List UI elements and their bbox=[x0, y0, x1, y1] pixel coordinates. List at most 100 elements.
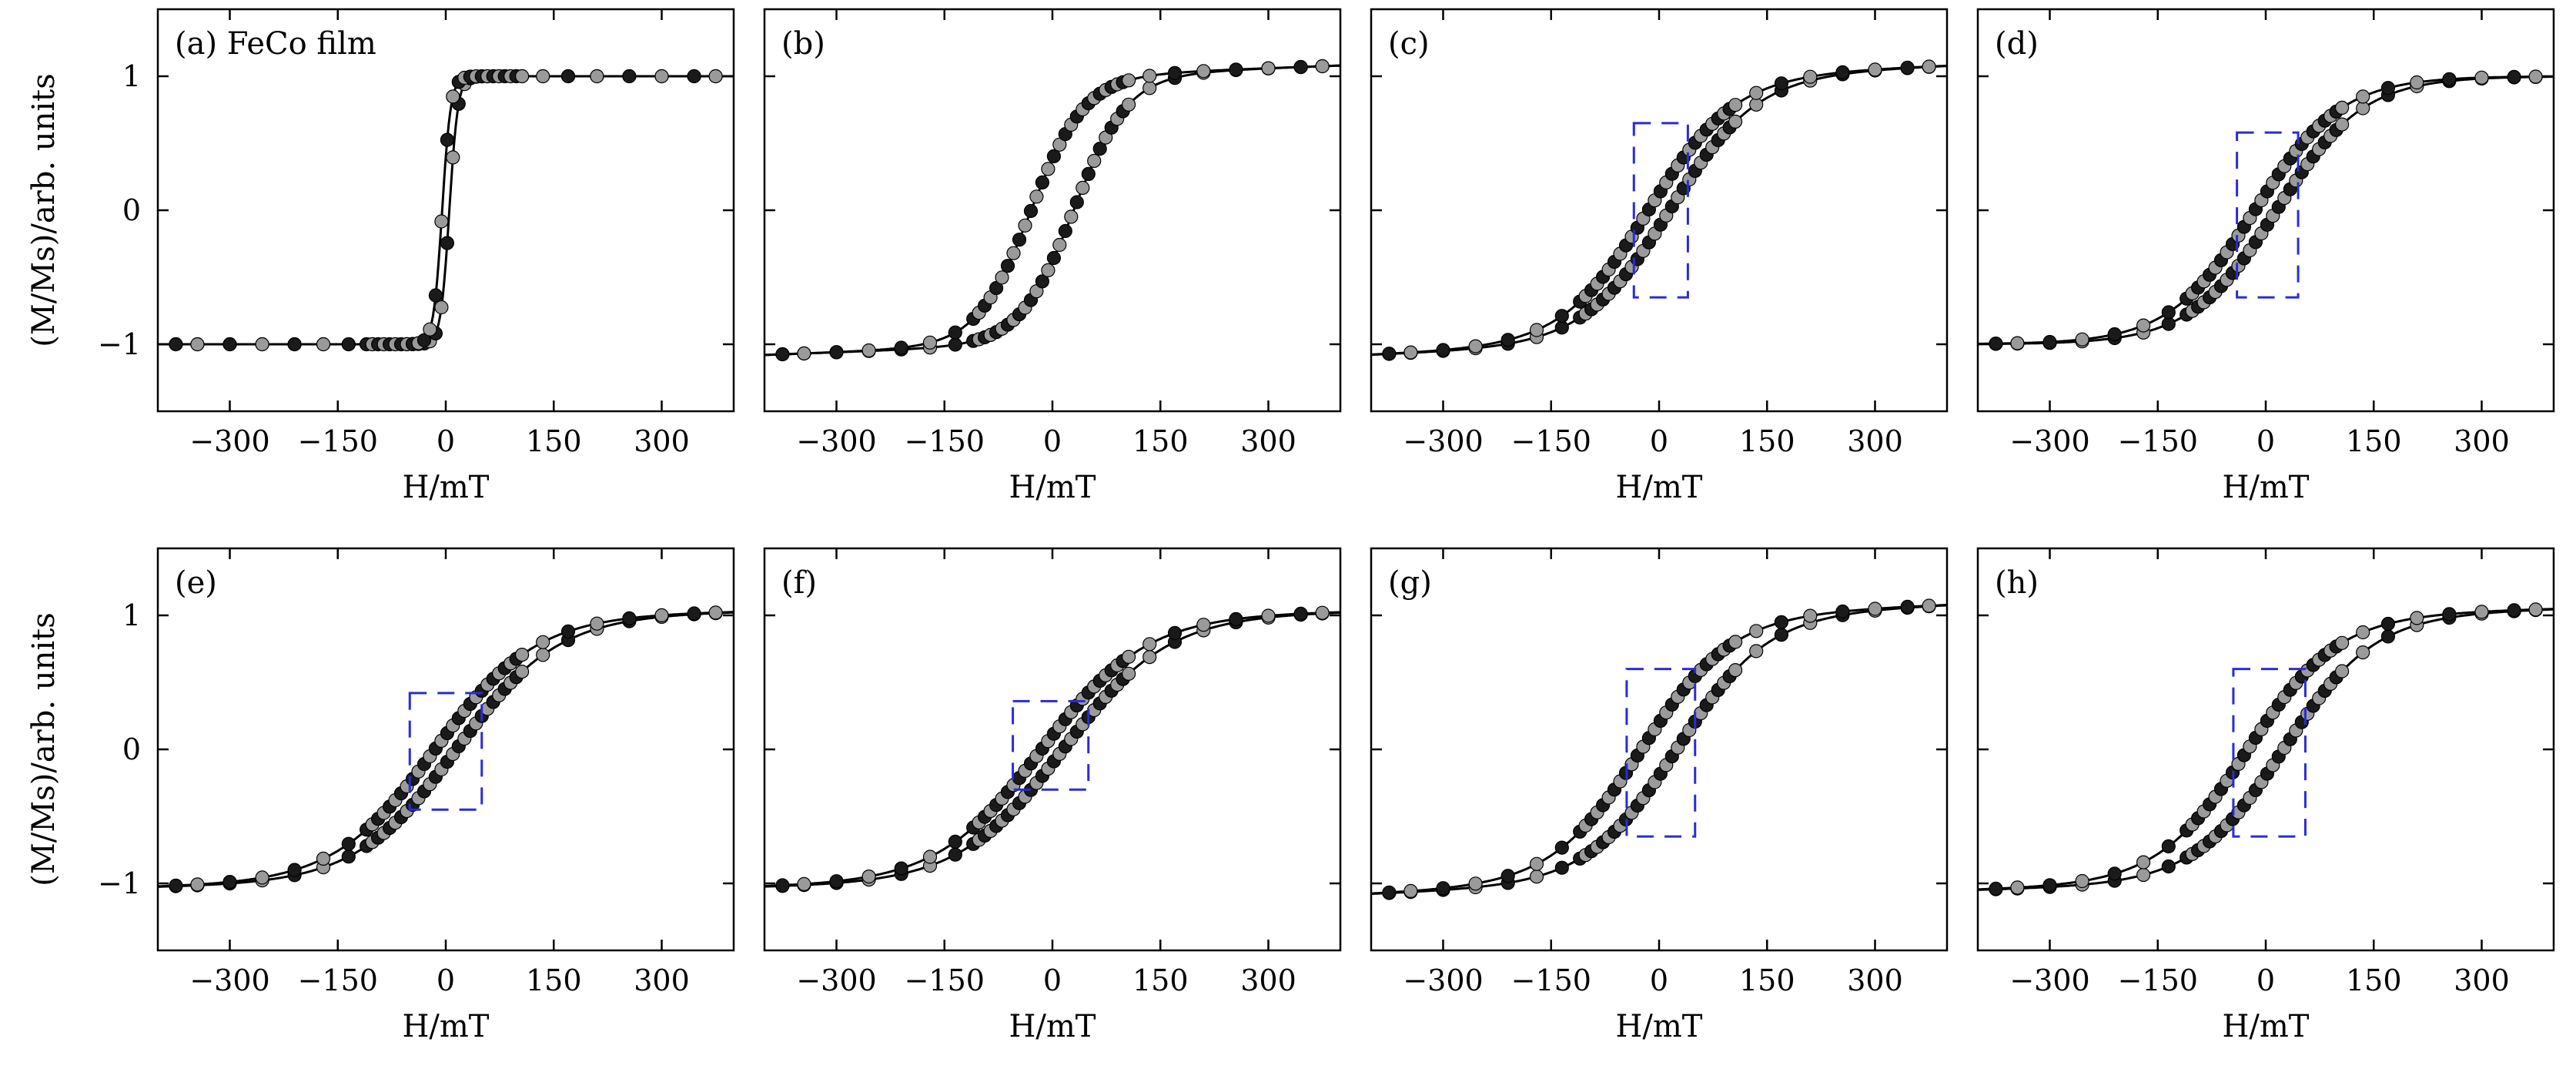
y-tick-label: −1 bbox=[98, 866, 141, 900]
data-point-descending bbox=[2136, 855, 2151, 870]
data-point-descending bbox=[1196, 64, 1211, 79]
data-point-ascending bbox=[1081, 166, 1096, 181]
x-tick-label: −150 bbox=[2118, 424, 2198, 458]
data-point-descending bbox=[797, 876, 811, 892]
y-axis-label: (M/Ms)/arb. units bbox=[26, 612, 62, 886]
data-point-descending bbox=[169, 878, 183, 893]
x-tick-label: 0 bbox=[2257, 963, 2275, 997]
data-point-descending bbox=[1142, 637, 1157, 652]
data-point-descending bbox=[1803, 69, 1818, 84]
data-point-descending bbox=[922, 850, 938, 864]
x-tick-label: −300 bbox=[1403, 963, 1483, 997]
data-point-descending bbox=[1167, 65, 1183, 80]
plot-frame bbox=[763, 547, 1342, 952]
data-point-descending bbox=[1900, 599, 1915, 615]
data-point-descending bbox=[1989, 881, 2003, 896]
x-axis-label: H/mT bbox=[1616, 1009, 1703, 1044]
data-point-descending bbox=[622, 611, 637, 626]
x-tick-label: 150 bbox=[2346, 963, 2402, 997]
data-point-descending bbox=[190, 337, 205, 352]
data-point-descending bbox=[654, 608, 669, 623]
x-tick-label: 300 bbox=[634, 424, 690, 458]
dashed-box bbox=[1625, 668, 1697, 838]
data-point-descending bbox=[1121, 73, 1136, 88]
data-point-descending bbox=[687, 606, 701, 621]
plot-area bbox=[158, 69, 734, 352]
hysteresis-ascending-branch bbox=[158, 611, 734, 888]
x-tick-label: −300 bbox=[2009, 963, 2089, 997]
data-point-ascending bbox=[2335, 664, 2350, 679]
x-tick-label: −300 bbox=[1403, 424, 1483, 458]
x-tick-label: −150 bbox=[1511, 963, 1591, 997]
data-point-descending bbox=[440, 132, 455, 147]
plot-area bbox=[1371, 598, 1947, 900]
data-point-descending bbox=[1436, 343, 1450, 357]
plot-area bbox=[764, 605, 1340, 893]
x-tick-label: 300 bbox=[2454, 424, 2510, 458]
x-tick-label: 300 bbox=[1847, 424, 1903, 458]
data-point-descending bbox=[2075, 332, 2089, 347]
data-point-descending bbox=[255, 870, 269, 885]
panel-label: (b) bbox=[781, 26, 825, 62]
data-point-descending bbox=[797, 346, 811, 360]
data-point-descending bbox=[2380, 616, 2395, 632]
data-point-descending bbox=[514, 647, 530, 662]
x-tick-label: 0 bbox=[1043, 963, 1062, 997]
plot-area bbox=[158, 605, 734, 893]
x-tick-label: −300 bbox=[796, 424, 876, 458]
data-point-descending bbox=[1261, 608, 1276, 623]
data-point-descending bbox=[1006, 246, 1021, 260]
panel-h: −300 −150 0 150 300 H/mT (h) bbox=[1976, 547, 2555, 1044]
plot-area bbox=[1371, 59, 1947, 361]
x-tick-label: 300 bbox=[2454, 963, 2510, 997]
data-point-descending bbox=[2356, 625, 2370, 640]
data-point-descending bbox=[1728, 98, 1743, 112]
y-tick-label: 1 bbox=[122, 59, 141, 93]
data-point-descending bbox=[1029, 189, 1044, 204]
data-point-ascending bbox=[1554, 320, 1569, 335]
data-point-ascending bbox=[1052, 237, 1067, 253]
data-point-descending bbox=[287, 337, 302, 352]
data-point-descending bbox=[434, 214, 449, 229]
x-tick-label: −300 bbox=[796, 963, 876, 997]
data-point-descending bbox=[2010, 880, 2025, 895]
data-point-ascending bbox=[1749, 97, 1764, 112]
data-point-descending bbox=[948, 325, 962, 340]
plot-frame bbox=[1976, 8, 2555, 413]
panel-f: −300 −150 0 150 300 H/mT (f) bbox=[763, 547, 1342, 1044]
data-point-descending bbox=[2442, 607, 2457, 622]
data-point-descending bbox=[1749, 85, 1764, 100]
panel-a: −300 −150 0 150 300 1 0 −1 H/mT (M/Ms)/arb. units… bbox=[26, 8, 735, 505]
data-point-descending bbox=[1554, 840, 1569, 855]
x-axis-label: H/mT bbox=[2223, 1009, 2310, 1044]
data-point-descending bbox=[995, 270, 1009, 285]
x-tick-label: −300 bbox=[189, 424, 269, 458]
dashed-box bbox=[1012, 699, 1090, 791]
data-point-descending bbox=[1436, 881, 1450, 896]
data-point-descending bbox=[775, 347, 790, 362]
data-point-ascending bbox=[1092, 142, 1107, 156]
data-point-descending bbox=[1835, 65, 1850, 80]
data-point-descending bbox=[255, 337, 269, 352]
x-tick-label: −150 bbox=[905, 424, 985, 458]
data-point-descending bbox=[316, 851, 331, 866]
panel-label: (f) bbox=[781, 565, 817, 601]
data-point-ascending bbox=[2380, 629, 2395, 644]
data-point-descending bbox=[2136, 318, 2151, 333]
dashed-box bbox=[2232, 668, 2307, 838]
panel-d: −300 −150 0 150 300 H/mT (d) bbox=[1976, 8, 2555, 505]
hysteresis-descending-branch bbox=[1978, 608, 2554, 891]
data-point-ascending bbox=[948, 847, 962, 862]
data-point-descending bbox=[1261, 61, 1276, 75]
hysteresis-descending-branch bbox=[764, 64, 1340, 357]
x-axis-label: H/mT bbox=[2223, 470, 2310, 505]
data-point-descending bbox=[590, 616, 604, 631]
data-point-descending bbox=[514, 69, 530, 84]
x-tick-label: 300 bbox=[1240, 963, 1296, 997]
data-point-descending bbox=[1315, 59, 1330, 74]
data-point-descending bbox=[2507, 603, 2521, 618]
data-point-descending bbox=[2335, 100, 2350, 115]
data-point-descending bbox=[894, 861, 908, 876]
x-tick-label: 0 bbox=[1650, 424, 1668, 458]
data-point-ascending bbox=[1728, 662, 1743, 678]
